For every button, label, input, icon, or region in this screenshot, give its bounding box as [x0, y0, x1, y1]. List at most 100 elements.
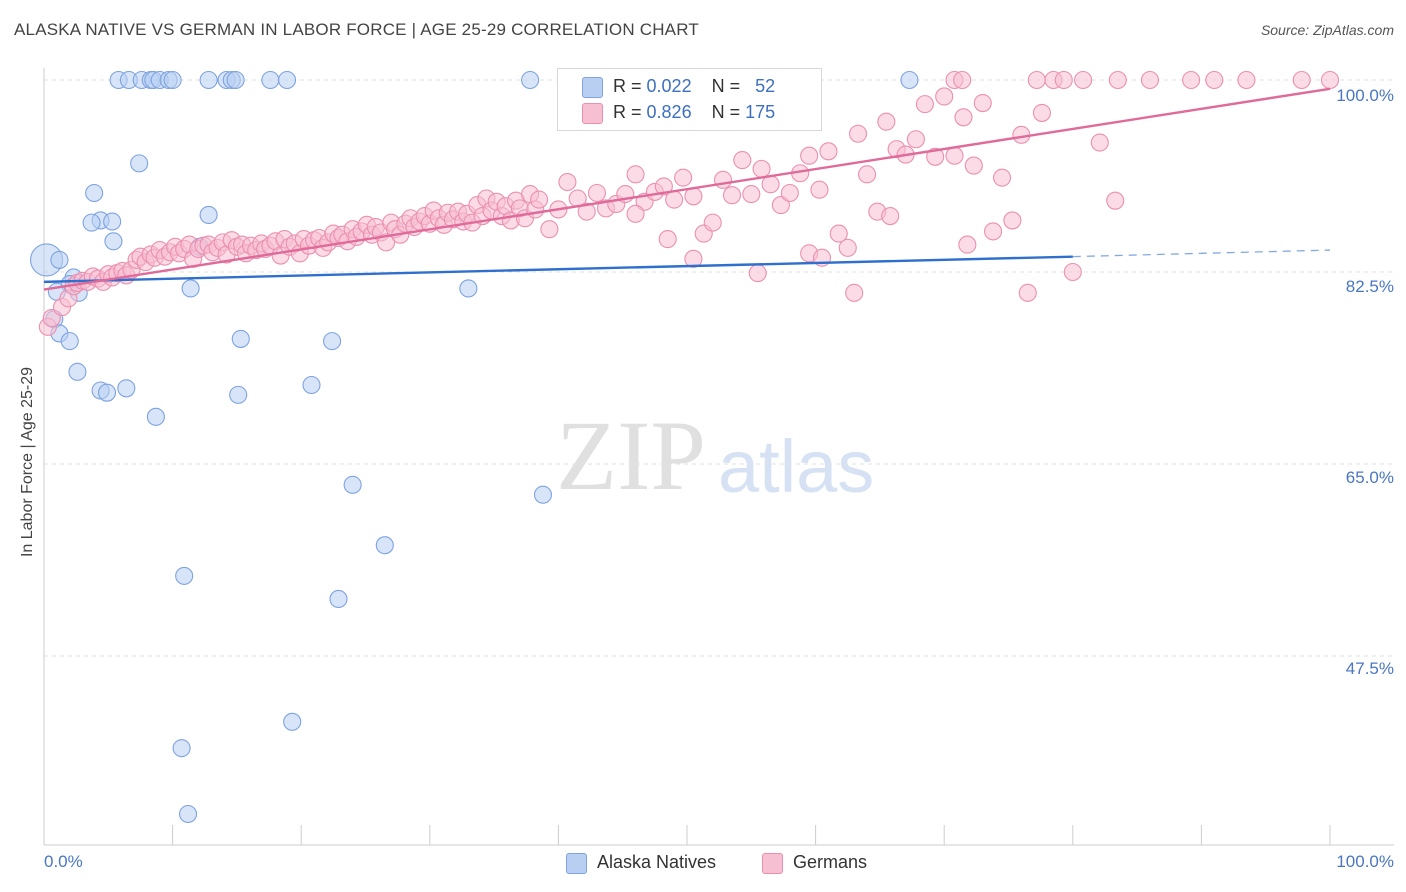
- german-point-173: [1140, 70, 1160, 90]
- alaska-point-29: [175, 566, 194, 585]
- stats-row-alaska: R = 0.022 N = 52: [582, 76, 775, 100]
- german-point-158: [684, 249, 703, 268]
- watermark-atlas: atlas: [718, 425, 875, 508]
- alaska-point-1: [50, 250, 69, 269]
- alaska-point-47: [226, 70, 245, 90]
- german-point-142: [926, 147, 945, 166]
- alaska-point-43: [163, 70, 182, 90]
- alaska-point-32: [172, 739, 191, 758]
- watermark-zip: ZIP: [556, 400, 706, 511]
- alaska-swatch: [582, 76, 603, 98]
- german-point-125: [761, 175, 780, 194]
- r-label: R =: [613, 102, 642, 122]
- alaska-point-9: [68, 362, 87, 381]
- german-point-104: [558, 172, 577, 192]
- alaska-point-33: [178, 804, 198, 824]
- y-tick-label-65: 65.0%: [1345, 468, 1394, 487]
- alaska-point-8: [60, 332, 79, 351]
- alaska-point-15: [130, 154, 149, 173]
- german-point-119: [703, 213, 722, 232]
- chart-title: ALASKA NATIVE VS GERMAN IN LABOR FORCE |…: [14, 20, 699, 39]
- german-point-165: [958, 235, 977, 254]
- alaska-point-34: [459, 279, 478, 298]
- legend-swatch-germans: [762, 852, 783, 874]
- german-point-107: [587, 183, 607, 203]
- german-point-116: [674, 168, 693, 187]
- german-point-133: [838, 238, 857, 257]
- german-point-114: [654, 177, 673, 196]
- german-point-155: [1106, 191, 1125, 210]
- german-point-159: [748, 264, 767, 283]
- german-point-175: [1205, 70, 1224, 90]
- x-tick-label-min: 0.0%: [44, 852, 83, 871]
- german-point-146: [964, 156, 983, 175]
- german-point-162: [845, 283, 864, 302]
- legend-label-germans: Germans: [793, 852, 868, 872]
- stats-legend-box: R = 0.022 N = 52 R = 0.826 N = 175: [557, 68, 822, 131]
- alaska-trend-line: [43, 255, 1073, 284]
- alaska-point-12: [85, 183, 104, 203]
- y-tick-label-47-5: 47.5%: [1345, 659, 1394, 678]
- legend-swatch-alaska: [566, 852, 587, 874]
- german-point-127: [780, 183, 799, 203]
- german-point-69: [377, 233, 396, 252]
- alaska-trend-extension: [1072, 249, 1331, 258]
- alaska-point-13: [104, 232, 123, 251]
- german-point-126: [771, 196, 790, 215]
- alaska-point-48: [261, 70, 280, 90]
- german-point-144: [945, 146, 964, 165]
- alaska-point-11: [82, 213, 101, 232]
- alaska-point-27: [343, 475, 362, 494]
- alaska-point-23: [231, 329, 250, 348]
- german-point-120: [713, 170, 733, 189]
- german-point-115: [665, 190, 684, 209]
- legend-item-alaska-natives[interactable]: Alaska Natives: [566, 852, 716, 874]
- alaska-point-20: [199, 205, 218, 224]
- german-point-164: [1018, 283, 1037, 302]
- german-point-147: [973, 93, 992, 113]
- alaska-point-19: [146, 407, 165, 426]
- german-point-154: [1090, 133, 1109, 152]
- alaska-point-49: [278, 70, 297, 90]
- german-point-124: [752, 159, 771, 178]
- legend-item-germans[interactable]: Germans: [762, 852, 867, 874]
- german-point-140: [906, 130, 925, 149]
- german-point-141: [915, 95, 934, 114]
- alaska-point-25: [302, 375, 321, 395]
- x-tick-label-max: 100.0%: [1336, 852, 1394, 871]
- y-tick-label-82-5: 82.5%: [1345, 277, 1394, 296]
- german-point-135: [857, 165, 877, 184]
- german-point-143: [935, 87, 954, 106]
- german-point-178: [1320, 70, 1340, 90]
- alaska-point-21: [181, 279, 200, 298]
- german-point-174: [1182, 70, 1201, 90]
- stats-row-germans: R = 0.826 N = 175: [582, 102, 775, 126]
- german-point-101: [530, 190, 549, 209]
- alaska-point-31: [283, 712, 302, 731]
- german-point-111: [626, 165, 645, 184]
- german-point-129: [800, 146, 819, 165]
- n-value-germans: 175: [745, 102, 776, 122]
- n-value-alaska: 52: [755, 76, 776, 96]
- alaska-point-30: [329, 589, 348, 608]
- german-trend-line: [43, 87, 1331, 291]
- alaska-point-50: [521, 70, 540, 90]
- german-point-145: [954, 108, 973, 127]
- german-point-121: [722, 186, 742, 205]
- alaska-point-51: [900, 70, 919, 90]
- german-point-171: [1074, 70, 1093, 90]
- r-label: R =: [613, 76, 642, 96]
- german-point-102: [540, 220, 559, 239]
- german-point-130: [810, 180, 829, 199]
- alaska-point-26: [323, 332, 342, 351]
- alaska-point-28: [375, 536, 394, 555]
- german-point-106: [577, 202, 596, 221]
- alaska-point-18: [117, 379, 136, 398]
- german-point-163: [881, 206, 900, 226]
- german-point-172: [1108, 70, 1127, 90]
- y-tick-label-100: 100.0%: [1336, 86, 1394, 105]
- german-point-149: [993, 168, 1012, 187]
- german-point-148: [984, 222, 1003, 241]
- german-point-156: [626, 204, 645, 223]
